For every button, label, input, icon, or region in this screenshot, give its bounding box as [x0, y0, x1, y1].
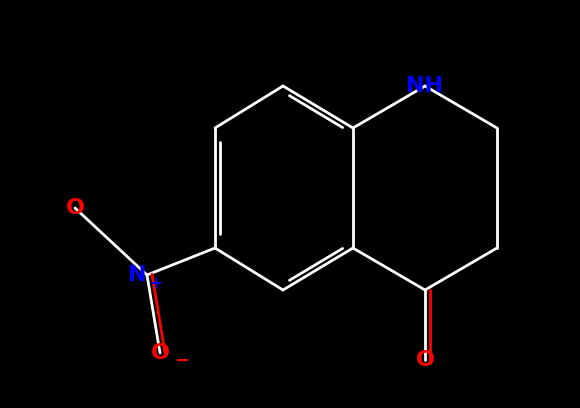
Text: O: O: [415, 350, 434, 370]
Text: +: +: [149, 275, 162, 290]
Text: −: −: [174, 352, 189, 370]
Text: O: O: [150, 343, 169, 363]
Text: O: O: [66, 198, 85, 218]
Text: N: N: [129, 265, 147, 285]
Text: NH: NH: [407, 76, 444, 96]
